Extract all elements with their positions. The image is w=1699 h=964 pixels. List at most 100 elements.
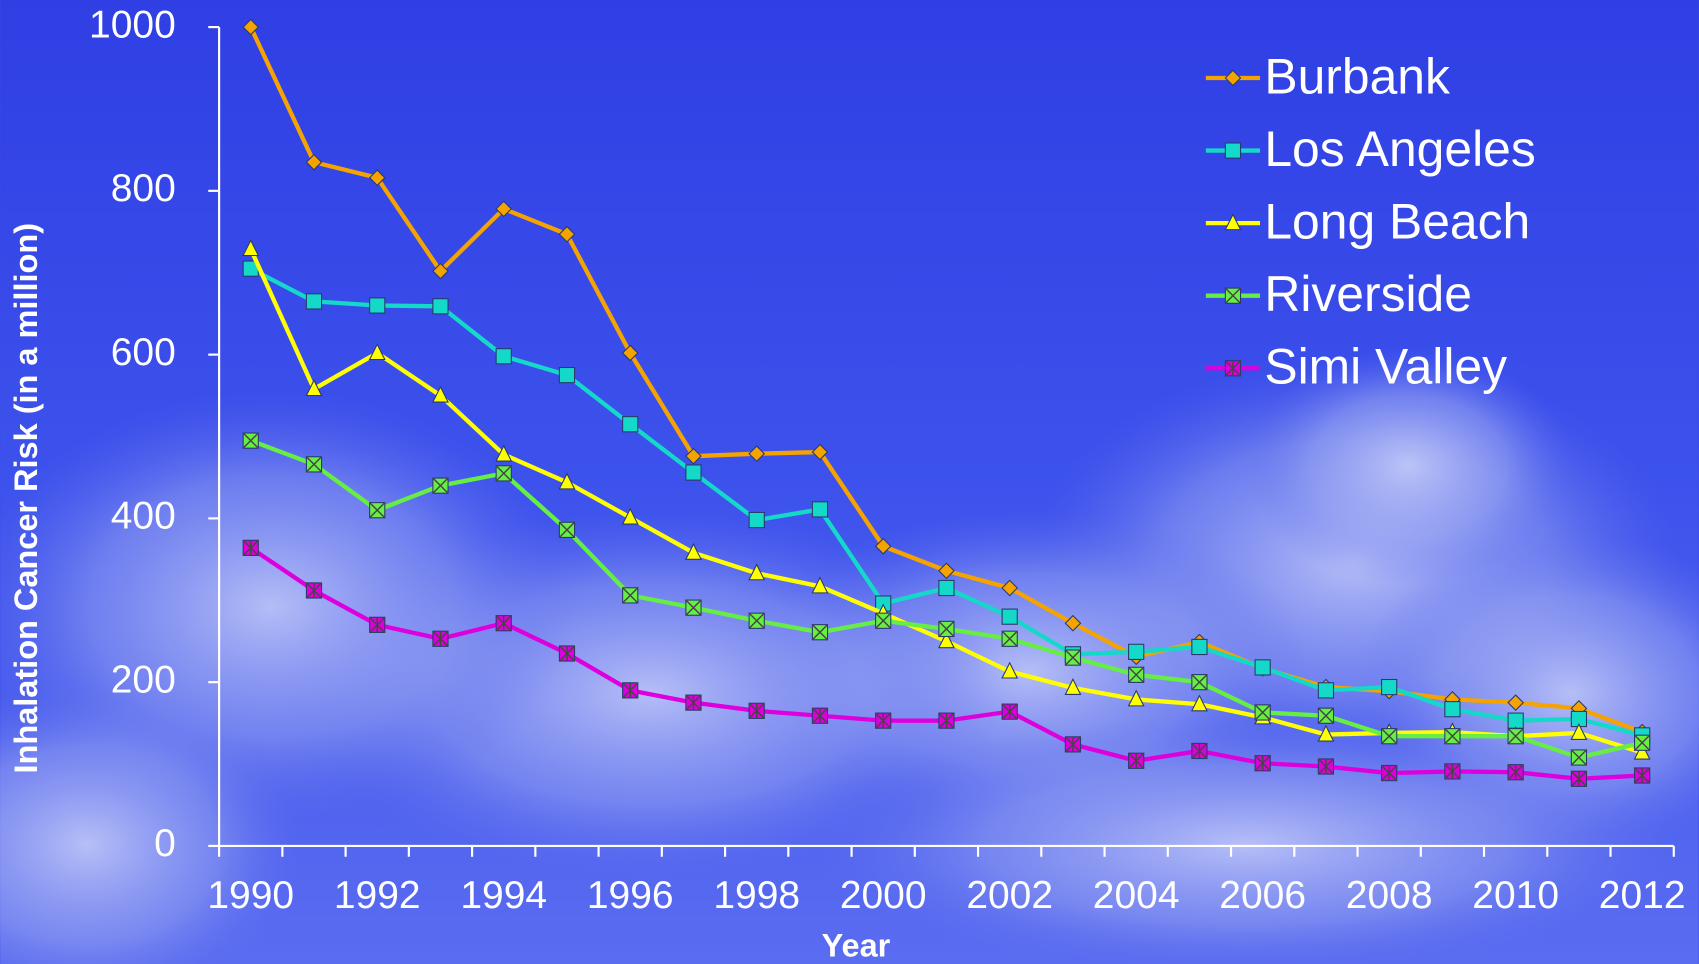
x-tick-label: 1998 bbox=[713, 874, 800, 917]
marker bbox=[306, 583, 321, 598]
marker bbox=[686, 600, 701, 615]
marker bbox=[370, 617, 385, 632]
x-tick-label: 2004 bbox=[1093, 874, 1180, 917]
x-tick-label: 2008 bbox=[1346, 874, 1433, 917]
marker bbox=[1445, 729, 1460, 744]
y-tick-label: 1000 bbox=[89, 3, 176, 46]
marker-shape bbox=[686, 465, 701, 480]
y-tick-label: 800 bbox=[111, 167, 176, 210]
marker bbox=[939, 713, 954, 728]
marker bbox=[559, 522, 574, 537]
marker-shape bbox=[1318, 683, 1333, 698]
marker-shape bbox=[1445, 702, 1460, 717]
marker bbox=[939, 580, 954, 595]
marker bbox=[1382, 729, 1397, 744]
marker-shape bbox=[1255, 660, 1270, 675]
marker bbox=[686, 695, 701, 710]
x-tick-label: 1992 bbox=[334, 874, 421, 917]
marker bbox=[559, 368, 574, 383]
marker bbox=[876, 613, 891, 628]
marker bbox=[812, 708, 827, 723]
legend-label: Riverside bbox=[1264, 266, 1472, 322]
marker bbox=[1002, 609, 1017, 624]
marker bbox=[1192, 743, 1207, 758]
marker-shape bbox=[749, 512, 764, 527]
marker-shape bbox=[1508, 713, 1523, 728]
x-tick-label: 1996 bbox=[587, 874, 674, 917]
marker-shape bbox=[306, 294, 321, 309]
marker bbox=[1318, 708, 1333, 723]
marker-shape bbox=[939, 580, 954, 595]
marker-shape bbox=[1382, 679, 1397, 694]
y-tick-label: 0 bbox=[154, 822, 176, 865]
marker-shape bbox=[496, 349, 511, 364]
marker bbox=[370, 503, 385, 518]
marker bbox=[496, 349, 511, 364]
marker bbox=[686, 465, 701, 480]
marker bbox=[1508, 765, 1523, 780]
marker bbox=[1225, 143, 1240, 158]
marker bbox=[243, 540, 258, 555]
marker bbox=[1382, 765, 1397, 780]
x-tick-label: 2002 bbox=[966, 874, 1053, 917]
marker bbox=[496, 466, 511, 481]
marker bbox=[306, 457, 321, 472]
y-axis-title: Inhalation Cancer Risk (in a million) bbox=[8, 223, 44, 774]
marker bbox=[749, 512, 764, 527]
marker bbox=[243, 433, 258, 448]
marker bbox=[623, 588, 638, 603]
marker bbox=[1445, 702, 1460, 717]
marker bbox=[623, 683, 638, 698]
marker bbox=[1225, 288, 1240, 303]
marker bbox=[939, 621, 954, 636]
marker bbox=[1002, 704, 1017, 719]
marker bbox=[876, 713, 891, 728]
marker bbox=[433, 299, 448, 314]
marker bbox=[1129, 753, 1144, 768]
x-tick-label: 2000 bbox=[840, 874, 927, 917]
marker bbox=[1635, 768, 1650, 783]
legend-label: Long Beach bbox=[1264, 193, 1530, 249]
marker bbox=[496, 616, 511, 631]
marker bbox=[1129, 644, 1144, 659]
marker bbox=[1192, 675, 1207, 690]
marker bbox=[749, 703, 764, 718]
marker bbox=[1508, 729, 1523, 744]
marker bbox=[1225, 361, 1240, 376]
marker bbox=[1318, 759, 1333, 774]
x-tick-label: 1990 bbox=[207, 874, 294, 917]
legend-label: Burbank bbox=[1264, 48, 1450, 104]
marker-shape bbox=[1129, 644, 1144, 659]
x-tick-label: 2012 bbox=[1599, 874, 1686, 917]
marker bbox=[1065, 737, 1080, 752]
marker bbox=[1382, 679, 1397, 694]
marker-shape bbox=[433, 299, 448, 314]
x-tick-label: 2010 bbox=[1472, 874, 1559, 917]
marker bbox=[623, 417, 638, 432]
marker bbox=[370, 298, 385, 313]
marker bbox=[559, 646, 574, 661]
marker bbox=[1255, 756, 1270, 771]
marker bbox=[1255, 705, 1270, 720]
x-tick-label: 1994 bbox=[460, 874, 547, 917]
legend-label: Los Angeles bbox=[1264, 121, 1535, 177]
marker bbox=[812, 625, 827, 640]
marker bbox=[1508, 713, 1523, 728]
marker-shape bbox=[1192, 639, 1207, 654]
marker bbox=[1635, 735, 1650, 750]
page: {"chart_data":{"type":"line", "x_label":… bbox=[0, 0, 1699, 964]
marker bbox=[1571, 750, 1586, 765]
marker-shape bbox=[370, 298, 385, 313]
marker-shape bbox=[623, 417, 638, 432]
marker bbox=[1002, 631, 1017, 646]
marker bbox=[1445, 764, 1460, 779]
y-tick-label: 600 bbox=[111, 331, 176, 374]
marker-shape bbox=[1002, 609, 1017, 624]
marker-shape bbox=[812, 502, 827, 517]
legend-label: Simi Valley bbox=[1264, 339, 1507, 395]
chart: Year Inhalation Cancer Risk (in a millio… bbox=[0, 0, 1699, 964]
marker bbox=[1065, 650, 1080, 665]
x-tick-label: 2006 bbox=[1219, 874, 1306, 917]
marker bbox=[306, 294, 321, 309]
marker bbox=[1571, 771, 1586, 786]
